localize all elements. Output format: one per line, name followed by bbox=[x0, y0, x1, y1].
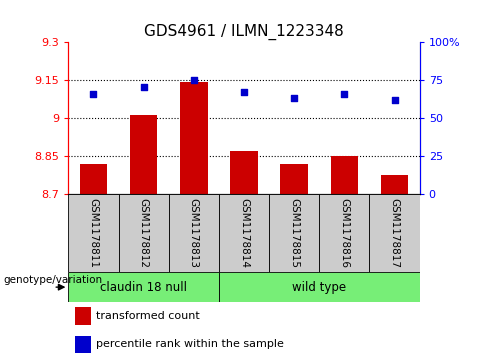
Bar bbox=[330, 156, 358, 194]
Text: transformed count: transformed count bbox=[97, 311, 200, 321]
Text: GSM1178811: GSM1178811 bbox=[88, 198, 99, 268]
Text: GSM1178817: GSM1178817 bbox=[389, 198, 400, 268]
Text: claudin 18 null: claudin 18 null bbox=[100, 281, 187, 294]
Bar bbox=[219, 194, 269, 272]
Text: GSM1178814: GSM1178814 bbox=[239, 198, 249, 268]
Text: genotype/variation: genotype/variation bbox=[3, 275, 102, 285]
Bar bbox=[319, 194, 369, 272]
Text: GSM1178815: GSM1178815 bbox=[289, 198, 299, 268]
Point bbox=[140, 85, 147, 90]
Bar bbox=[381, 175, 408, 194]
Bar bbox=[130, 115, 158, 194]
Bar bbox=[169, 194, 219, 272]
Bar bbox=[180, 82, 207, 194]
Text: wild type: wild type bbox=[292, 281, 346, 294]
Text: percentile rank within the sample: percentile rank within the sample bbox=[97, 339, 285, 350]
Point bbox=[290, 95, 298, 101]
Bar bbox=[119, 194, 169, 272]
Bar bbox=[230, 151, 258, 194]
Point bbox=[341, 91, 348, 97]
Bar bbox=[68, 272, 219, 302]
Bar bbox=[281, 164, 308, 194]
Bar bbox=[369, 194, 420, 272]
Point bbox=[89, 91, 97, 97]
Bar bbox=[75, 336, 91, 353]
Bar bbox=[68, 194, 119, 272]
Bar bbox=[75, 307, 91, 325]
Bar bbox=[269, 194, 319, 272]
Text: GSM1178812: GSM1178812 bbox=[139, 198, 149, 268]
Title: GDS4961 / ILMN_1223348: GDS4961 / ILMN_1223348 bbox=[144, 24, 344, 40]
Bar bbox=[80, 164, 107, 194]
Point bbox=[391, 97, 399, 103]
Bar bbox=[219, 272, 420, 302]
Point bbox=[190, 77, 198, 83]
Text: GSM1178813: GSM1178813 bbox=[189, 198, 199, 268]
Text: GSM1178816: GSM1178816 bbox=[339, 198, 349, 268]
Point bbox=[240, 89, 248, 95]
